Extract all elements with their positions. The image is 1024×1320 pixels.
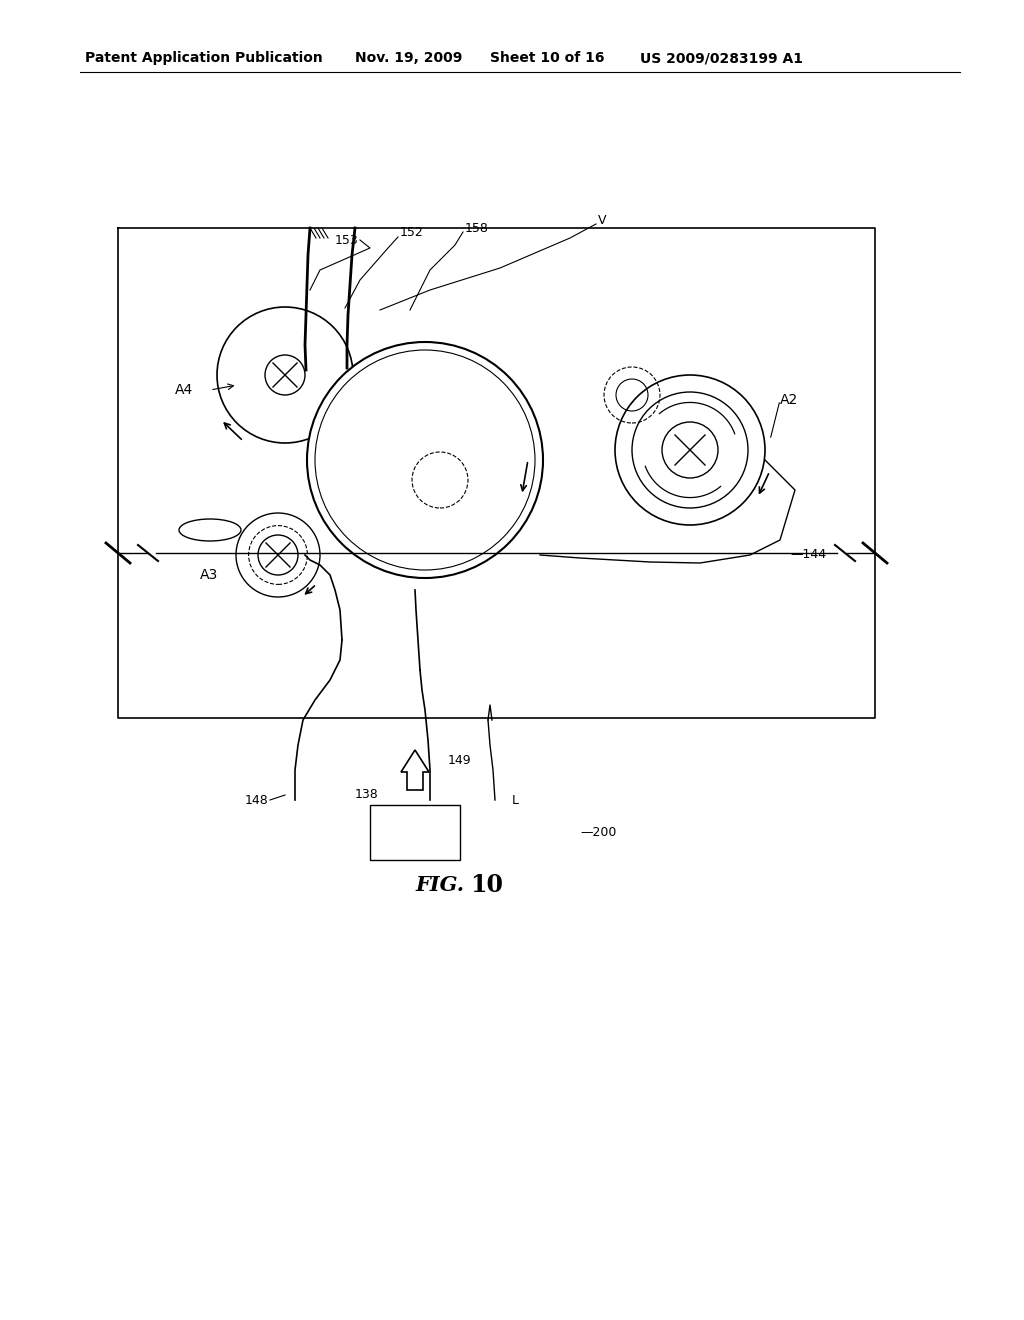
Text: Patent Application Publication: Patent Application Publication — [85, 51, 323, 65]
Text: 149: 149 — [449, 754, 472, 767]
Ellipse shape — [179, 519, 241, 541]
Circle shape — [236, 513, 319, 597]
Text: US 2009/0283199 A1: US 2009/0283199 A1 — [640, 51, 803, 65]
Text: A4: A4 — [175, 383, 194, 397]
Circle shape — [217, 308, 353, 444]
Text: 10: 10 — [470, 873, 503, 898]
Circle shape — [662, 422, 718, 478]
Text: L: L — [512, 793, 519, 807]
Text: 152: 152 — [400, 227, 424, 239]
Text: A2: A2 — [780, 393, 799, 407]
Text: 153: 153 — [334, 234, 358, 247]
Circle shape — [307, 342, 543, 578]
Circle shape — [258, 535, 298, 576]
Text: —200: —200 — [580, 825, 616, 838]
Text: Sheet 10 of 16: Sheet 10 of 16 — [490, 51, 604, 65]
Text: Nov. 19, 2009: Nov. 19, 2009 — [355, 51, 463, 65]
Text: 138: 138 — [354, 788, 378, 801]
Text: A3: A3 — [200, 568, 218, 582]
Text: V: V — [598, 214, 606, 227]
Text: FIG.: FIG. — [415, 875, 471, 895]
Text: —144: —144 — [790, 549, 826, 561]
Circle shape — [615, 375, 765, 525]
Circle shape — [265, 355, 305, 395]
Bar — [370, 805, 460, 861]
Text: 158: 158 — [465, 222, 488, 235]
FancyArrow shape — [401, 750, 429, 789]
Text: 148: 148 — [245, 793, 268, 807]
